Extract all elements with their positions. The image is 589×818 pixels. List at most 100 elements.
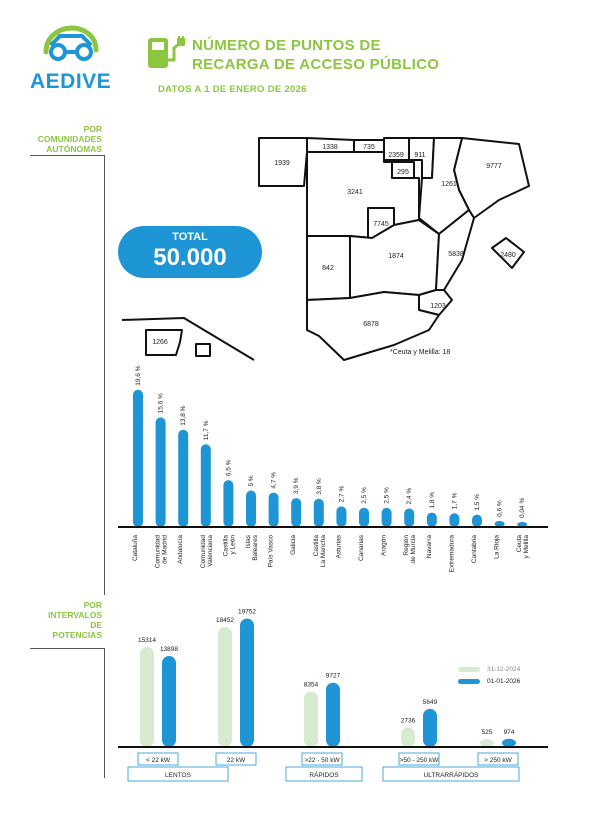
legend-label-2026: 01-01-2026 xyxy=(487,678,521,685)
value-label: 1,7 % xyxy=(451,492,458,509)
section-label-power: POR INTERVALOS DE POTENCIAS xyxy=(48,600,102,640)
map-region-baleares xyxy=(491,237,525,269)
category-label: Extremadura xyxy=(448,535,455,573)
value-label: 2,5 % xyxy=(384,487,391,504)
value-label: 525 xyxy=(482,729,493,736)
value-label: 1,8 % xyxy=(429,492,436,509)
map-values: 1939 1338 735 2359 911 295 9777 3241 126… xyxy=(152,144,516,346)
map-region-canarias-small xyxy=(195,343,211,357)
aedive-logo-icon xyxy=(43,25,99,61)
svg-text:6878: 6878 xyxy=(363,321,379,328)
bar-13 xyxy=(404,508,415,527)
bar-18 xyxy=(517,522,528,527)
svg-text:1203: 1203 xyxy=(430,303,446,310)
bar-11 xyxy=(359,507,369,527)
value-label: 0,04 % xyxy=(519,498,526,518)
value-label: 19,6 % xyxy=(135,365,142,385)
page-title-line1: NÚMERO DE PUNTOS DE xyxy=(192,37,381,54)
value-label: 1,5 % xyxy=(474,494,481,511)
group-label: ULTRARRÁPIDOS xyxy=(424,770,479,779)
bar-4 xyxy=(200,444,211,527)
category-label: Canarias xyxy=(358,534,365,561)
category-label: Asturias xyxy=(335,534,342,558)
map-region-andalucia xyxy=(306,291,440,361)
category-label: Valenciana xyxy=(207,535,214,567)
bar-1 xyxy=(133,389,143,527)
ev-charger-icon xyxy=(148,36,185,68)
category-label: de Murcia xyxy=(410,535,417,564)
value-label: 19752 xyxy=(238,609,256,616)
value-label: 4,7 % xyxy=(271,472,278,489)
group-label: LENTOS xyxy=(165,772,192,779)
category-box xyxy=(477,752,519,766)
svg-text:1261: 1261 xyxy=(441,181,457,188)
category-label: Cataluña xyxy=(132,535,139,561)
category-label: La Rioja xyxy=(494,535,501,559)
value-label: 13898 xyxy=(160,646,178,653)
svg-text:842: 842 xyxy=(322,265,334,272)
section-divider xyxy=(30,155,104,156)
svg-text:5838: 5838 xyxy=(448,251,464,258)
page-title-line2: RECARGA DE ACCESO PÚBLICO xyxy=(192,56,440,73)
svg-text:1266: 1266 xyxy=(152,339,168,346)
section-divider xyxy=(104,155,105,595)
svg-text:2480: 2480 xyxy=(500,252,516,259)
page-title: NÚMERO DE PUNTOS DE RECARGA DE ACCESO PÚ… xyxy=(192,36,439,74)
group-box xyxy=(382,766,520,782)
category-label: >50 - 250 kW xyxy=(400,757,440,764)
value-label: 5649 xyxy=(423,699,438,706)
category-label: Cantabria xyxy=(471,535,478,564)
category-label: Galicia xyxy=(290,535,297,555)
bar-17 xyxy=(494,520,505,527)
category-label: País Vasco xyxy=(268,535,275,568)
svg-text:911: 911 xyxy=(414,152,425,159)
legend-label-2024: 31-12-2024 xyxy=(487,666,521,673)
category-box xyxy=(137,752,179,766)
bar-10 xyxy=(336,506,347,527)
value-label: 2,7 % xyxy=(338,486,345,503)
category-box xyxy=(398,752,440,766)
value-label: 974 xyxy=(504,729,515,736)
category-label: Castilla xyxy=(222,535,229,557)
svg-text:1939: 1939 xyxy=(274,160,290,167)
bar-2024 xyxy=(480,739,494,747)
value-label: 15,6 % xyxy=(158,393,165,413)
legend-swatch-2026 xyxy=(458,679,480,684)
category-label: Islas xyxy=(245,534,252,548)
value-label: 2,4 % xyxy=(406,488,413,505)
legend-swatch-2024 xyxy=(458,667,480,672)
category-label: < 22 kW xyxy=(146,757,171,764)
bar-16 xyxy=(472,514,482,527)
value-label: 9727 xyxy=(326,673,341,680)
value-label: 8354 xyxy=(304,682,319,689)
map-canarias-divider xyxy=(121,316,255,361)
bar-2024 xyxy=(218,626,232,747)
bar-2026 xyxy=(162,656,176,747)
svg-text:735: 735 xyxy=(363,144,375,151)
bar-2 xyxy=(155,417,166,527)
group-box xyxy=(285,766,363,782)
total-label: TOTAL xyxy=(172,231,208,243)
bar-2024 xyxy=(304,691,318,747)
svg-text:1874: 1874 xyxy=(388,253,404,260)
group-label: RÁPIDOS xyxy=(309,770,339,779)
svg-text:3241: 3241 xyxy=(347,189,363,196)
category-box xyxy=(301,752,343,766)
category-label: y León xyxy=(229,535,236,555)
page-subtitle: DATOS A 1 DE ENERO DE 2026 xyxy=(158,84,307,95)
category-label: Aragón xyxy=(381,535,388,556)
svg-text:295: 295 xyxy=(397,169,409,176)
category-label: Ceuta xyxy=(516,535,523,553)
category-label: de Madrid xyxy=(162,535,169,564)
section-label-regions: POR COMUNIDADES AUTÓNOMAS xyxy=(37,124,102,154)
value-label: 15314 xyxy=(138,637,156,644)
svg-text:7745: 7745 xyxy=(373,221,389,228)
bar-2026 xyxy=(326,682,340,747)
category-label: Baleares xyxy=(252,534,259,560)
group-box xyxy=(127,766,229,782)
value-label: 2,5 % xyxy=(361,487,368,504)
value-label: 2736 xyxy=(401,717,416,724)
category-label: Castilla xyxy=(313,535,320,557)
total-badge: TOTAL 50.000 xyxy=(118,226,262,278)
